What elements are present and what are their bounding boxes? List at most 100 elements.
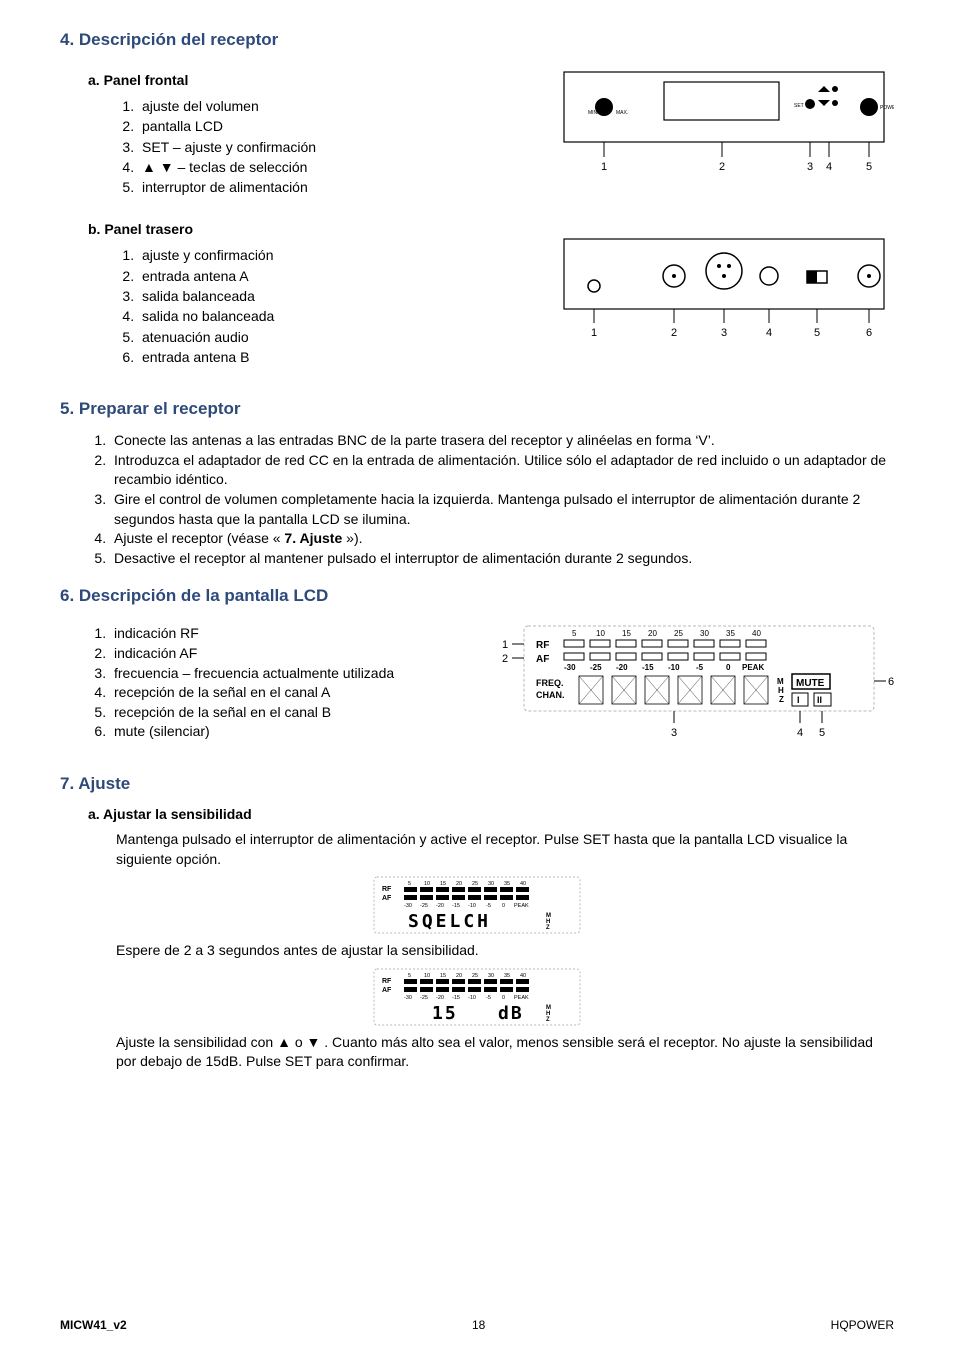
max-label: MAX. — [616, 110, 628, 116]
mute-label: MUTE — [796, 678, 825, 689]
power-label: POWER — [880, 105, 894, 111]
list-item: Introduzca el adaptador de red CC en la … — [110, 451, 894, 490]
rear-panel-row: b. Panel trasero ajuste y confirmación e… — [60, 211, 894, 381]
svg-text:I: I — [797, 695, 800, 705]
svg-text:10: 10 — [424, 973, 430, 979]
list-item: Ajuste el receptor (véase « 7. Ajuste »)… — [110, 529, 894, 549]
svg-text:-10: -10 — [668, 663, 680, 672]
svg-text:-10: -10 — [468, 995, 476, 1001]
af-label: AF — [536, 654, 549, 665]
callout-3: 3 — [807, 161, 813, 173]
callout-3: 3 — [721, 327, 727, 339]
callout-2: 2 — [719, 161, 725, 173]
svg-text:-25: -25 — [420, 995, 428, 1001]
svg-text:SQELCH: SQELCH — [408, 911, 491, 932]
svg-text:PEAK: PEAK — [514, 995, 529, 1001]
callout-1: 1 — [601, 161, 607, 173]
callout-5: 5 — [819, 727, 825, 739]
svg-text:5: 5 — [572, 629, 577, 638]
sub-b-title: b. Panel trasero — [88, 221, 534, 237]
svg-text:35: 35 — [504, 973, 510, 979]
section-6: 6. Descripción de la pantalla LCD indica… — [60, 586, 894, 756]
lcd-list: indicación RF indicación AF frecuencia –… — [110, 624, 474, 742]
svg-text:M: M — [777, 677, 784, 686]
svg-text:40: 40 — [752, 629, 761, 638]
list-item: Conecte las antenas a las entradas BNC d… — [110, 431, 894, 451]
lcd-row: indicación RF indicación AF frecuencia –… — [60, 618, 894, 756]
svg-text:0: 0 — [726, 663, 731, 672]
lcd-figure: RF AF 5 10 15 20 25 30 35 40 — [494, 618, 894, 748]
svg-text:-25: -25 — [420, 903, 428, 909]
callout-6: 6 — [866, 327, 872, 339]
svg-text:0: 0 — [502, 995, 505, 1001]
mini-lcd-1: RF AF 510 1520 2530 3540 -30-25 -20-15 -… — [372, 875, 582, 935]
svg-text:RF: RF — [382, 978, 392, 985]
svg-text:-15: -15 — [452, 903, 460, 909]
section-5-title: 5. Preparar el receptor — [60, 399, 894, 419]
callout-1: 1 — [591, 327, 597, 339]
svg-text:0: 0 — [502, 903, 505, 909]
rear-panel-list: ajuste y confirmación entrada antena A s… — [138, 245, 534, 367]
para-7a-3: Ajuste la sensibilidad con ▲ o ▼ . Cuant… — [116, 1033, 894, 1072]
svg-text:25: 25 — [472, 881, 478, 887]
section-6-title: 6. Descripción de la pantalla LCD — [60, 586, 894, 606]
svg-text:20: 20 — [456, 973, 462, 979]
list-item: entrada antena B — [138, 347, 534, 367]
callout-1: 1 — [502, 639, 508, 651]
svg-text:II: II — [817, 695, 822, 705]
callout-5: 5 — [866, 161, 872, 173]
list-item: indicación AF — [110, 644, 474, 664]
list-item: recepción de la señal en el canal B — [110, 703, 474, 723]
rear-panel-figure: 1 2 3 4 5 6 — [554, 211, 894, 351]
front-panel-text: a. Panel frontal ajuste del volumen pant… — [60, 62, 534, 211]
svg-text:RF: RF — [382, 886, 392, 893]
section-5: 5. Preparar el receptor Conecte las ante… — [60, 399, 894, 568]
mini-lcd-2: RF AF 510 1520 2530 3540 -30-25 -20-15 -… — [372, 967, 582, 1027]
section-7-title: 7. Ajuste — [60, 774, 894, 794]
svg-text:20: 20 — [648, 629, 657, 638]
svg-text:-30: -30 — [404, 995, 412, 1001]
list-item: mute (silenciar) — [110, 722, 474, 742]
svg-text:15: 15 — [440, 881, 446, 887]
list-item: ▲ ▼ – teclas de selección — [138, 157, 534, 177]
callout-5: 5 — [814, 327, 820, 339]
svg-text:5: 5 — [408, 881, 411, 887]
front-panel-row: a. Panel frontal ajuste del volumen pant… — [60, 62, 894, 211]
para-7a-2: Espere de 2 a 3 segundos antes de ajusta… — [116, 941, 894, 961]
svg-text:25: 25 — [472, 973, 478, 979]
list-item: salida balanceada — [138, 286, 534, 306]
svg-text:Z: Z — [546, 1017, 550, 1023]
callout-2: 2 — [502, 653, 508, 665]
list-item: salida no balanceada — [138, 306, 534, 326]
svg-text:10: 10 — [424, 881, 430, 887]
section-4: 4. Descripción del receptor a. Panel fro… — [60, 30, 894, 381]
list-item: Gire el control de volumen completamente… — [110, 490, 894, 529]
list-item: ajuste del volumen — [138, 96, 534, 116]
svg-text:-5: -5 — [696, 663, 704, 672]
svg-text:-20: -20 — [436, 995, 444, 1001]
svg-text:PEAK: PEAK — [514, 903, 529, 909]
rf-label: RF — [536, 640, 549, 651]
sub-7a-title: a. Ajustar la sensibilidad — [88, 806, 894, 822]
list-item: indicación RF — [110, 624, 474, 644]
svg-text:-15: -15 — [452, 995, 460, 1001]
svg-text:-5: -5 — [486, 903, 491, 909]
front-panel-figure: MIN. MAX. SET POWER — [554, 62, 894, 182]
svg-text:20: 20 — [456, 881, 462, 887]
para-7a-1: Mantenga pulsado el interruptor de alime… — [116, 830, 894, 869]
set-label: SET — [794, 103, 804, 109]
svg-text:40: 40 — [520, 973, 526, 979]
svg-text:Z: Z — [546, 925, 550, 931]
svg-text:-15: -15 — [642, 663, 654, 672]
svg-text:PEAK: PEAK — [742, 663, 764, 672]
freq-label: FREQ. — [536, 678, 564, 688]
svg-text:5: 5 — [408, 973, 411, 979]
svg-text:15: 15 — [440, 973, 446, 979]
svg-text:Z: Z — [779, 695, 784, 704]
svg-text:30: 30 — [700, 629, 709, 638]
svg-text:dB: dB — [498, 1003, 524, 1024]
svg-text:-30: -30 — [564, 663, 576, 672]
svg-text:-25: -25 — [590, 663, 602, 672]
footer-left: MICW41_v2 — [60, 1318, 127, 1332]
svg-text:15: 15 — [622, 629, 631, 638]
